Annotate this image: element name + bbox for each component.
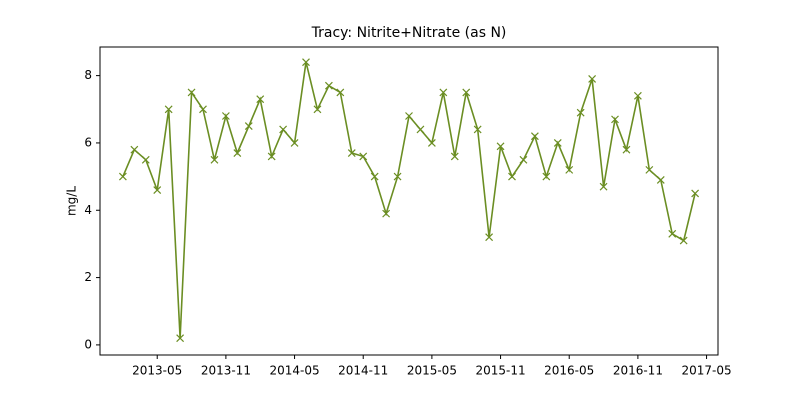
data-marker [462, 88, 471, 97]
data-marker [382, 209, 391, 218]
data-marker [599, 182, 608, 191]
data-marker [508, 172, 516, 181]
y-tick-label: 4 [84, 203, 92, 217]
data-marker [221, 112, 230, 120]
data-marker [233, 149, 242, 157]
data-marker [141, 155, 150, 164]
data-marker [187, 88, 196, 97]
data-marker [656, 176, 665, 184]
data-marker [393, 172, 402, 181]
data-marker [199, 105, 207, 114]
data-marker [530, 132, 539, 141]
data-marker [668, 229, 677, 238]
data-marker [118, 172, 127, 181]
data-marker [279, 125, 288, 134]
data-marker [576, 108, 585, 117]
x-tick-label: 2015-05 [407, 364, 457, 378]
data-marker [439, 88, 448, 97]
data-marker [611, 115, 619, 124]
data-marker [244, 122, 253, 131]
y-tick-label: 8 [84, 68, 92, 82]
data-marker [324, 81, 333, 90]
data-marker [336, 88, 345, 97]
x-tick-label: 2017-05 [681, 364, 731, 378]
data-marker [519, 155, 528, 164]
data-marker [290, 139, 299, 147]
data-marker [267, 152, 276, 161]
data-marker [164, 105, 173, 114]
data-marker [347, 149, 356, 157]
data-marker [313, 105, 322, 114]
x-tick-label: 2016-05 [544, 364, 594, 378]
data-marker [176, 334, 185, 343]
x-tick-label: 2013-05 [132, 364, 182, 378]
data-line [122, 61, 696, 339]
y-tick-label: 0 [84, 337, 92, 351]
data-marker [473, 125, 482, 134]
data-marker [496, 142, 505, 151]
data-marker [370, 172, 379, 181]
data-marker [542, 172, 551, 181]
data-marker [416, 125, 425, 134]
plot-frame [99, 46, 719, 356]
data-marker [679, 236, 688, 245]
chart-title: Tracy: Nitrite+Nitrate (as N) [311, 25, 507, 41]
data-marker [553, 139, 562, 147]
data-marker [130, 145, 139, 154]
data-marker [588, 75, 597, 83]
y-axis-label: mg/L [65, 186, 79, 216]
y-tick-label: 6 [84, 135, 92, 149]
data-marker [153, 186, 162, 194]
data-marker [485, 233, 494, 242]
data-marker [405, 112, 413, 120]
x-tick-label: 2013-11 [201, 364, 251, 378]
x-tick-label: 2014-11 [338, 364, 388, 378]
x-tick-label: 2014-05 [269, 364, 319, 378]
data-marker [427, 139, 436, 147]
y-tick-label: 2 [84, 270, 92, 284]
data-marker [450, 152, 459, 161]
data-marker [691, 189, 700, 198]
data-marker [565, 165, 574, 174]
x-tick-label: 2016-11 [613, 364, 663, 378]
data-marker [302, 58, 310, 67]
x-tick-label: 2015-11 [475, 364, 525, 378]
data-marker [622, 145, 631, 154]
data-marker [210, 155, 219, 164]
data-marker [633, 91, 642, 100]
data-marker [256, 95, 265, 104]
data-marker [645, 165, 654, 174]
data-marker [359, 152, 368, 161]
